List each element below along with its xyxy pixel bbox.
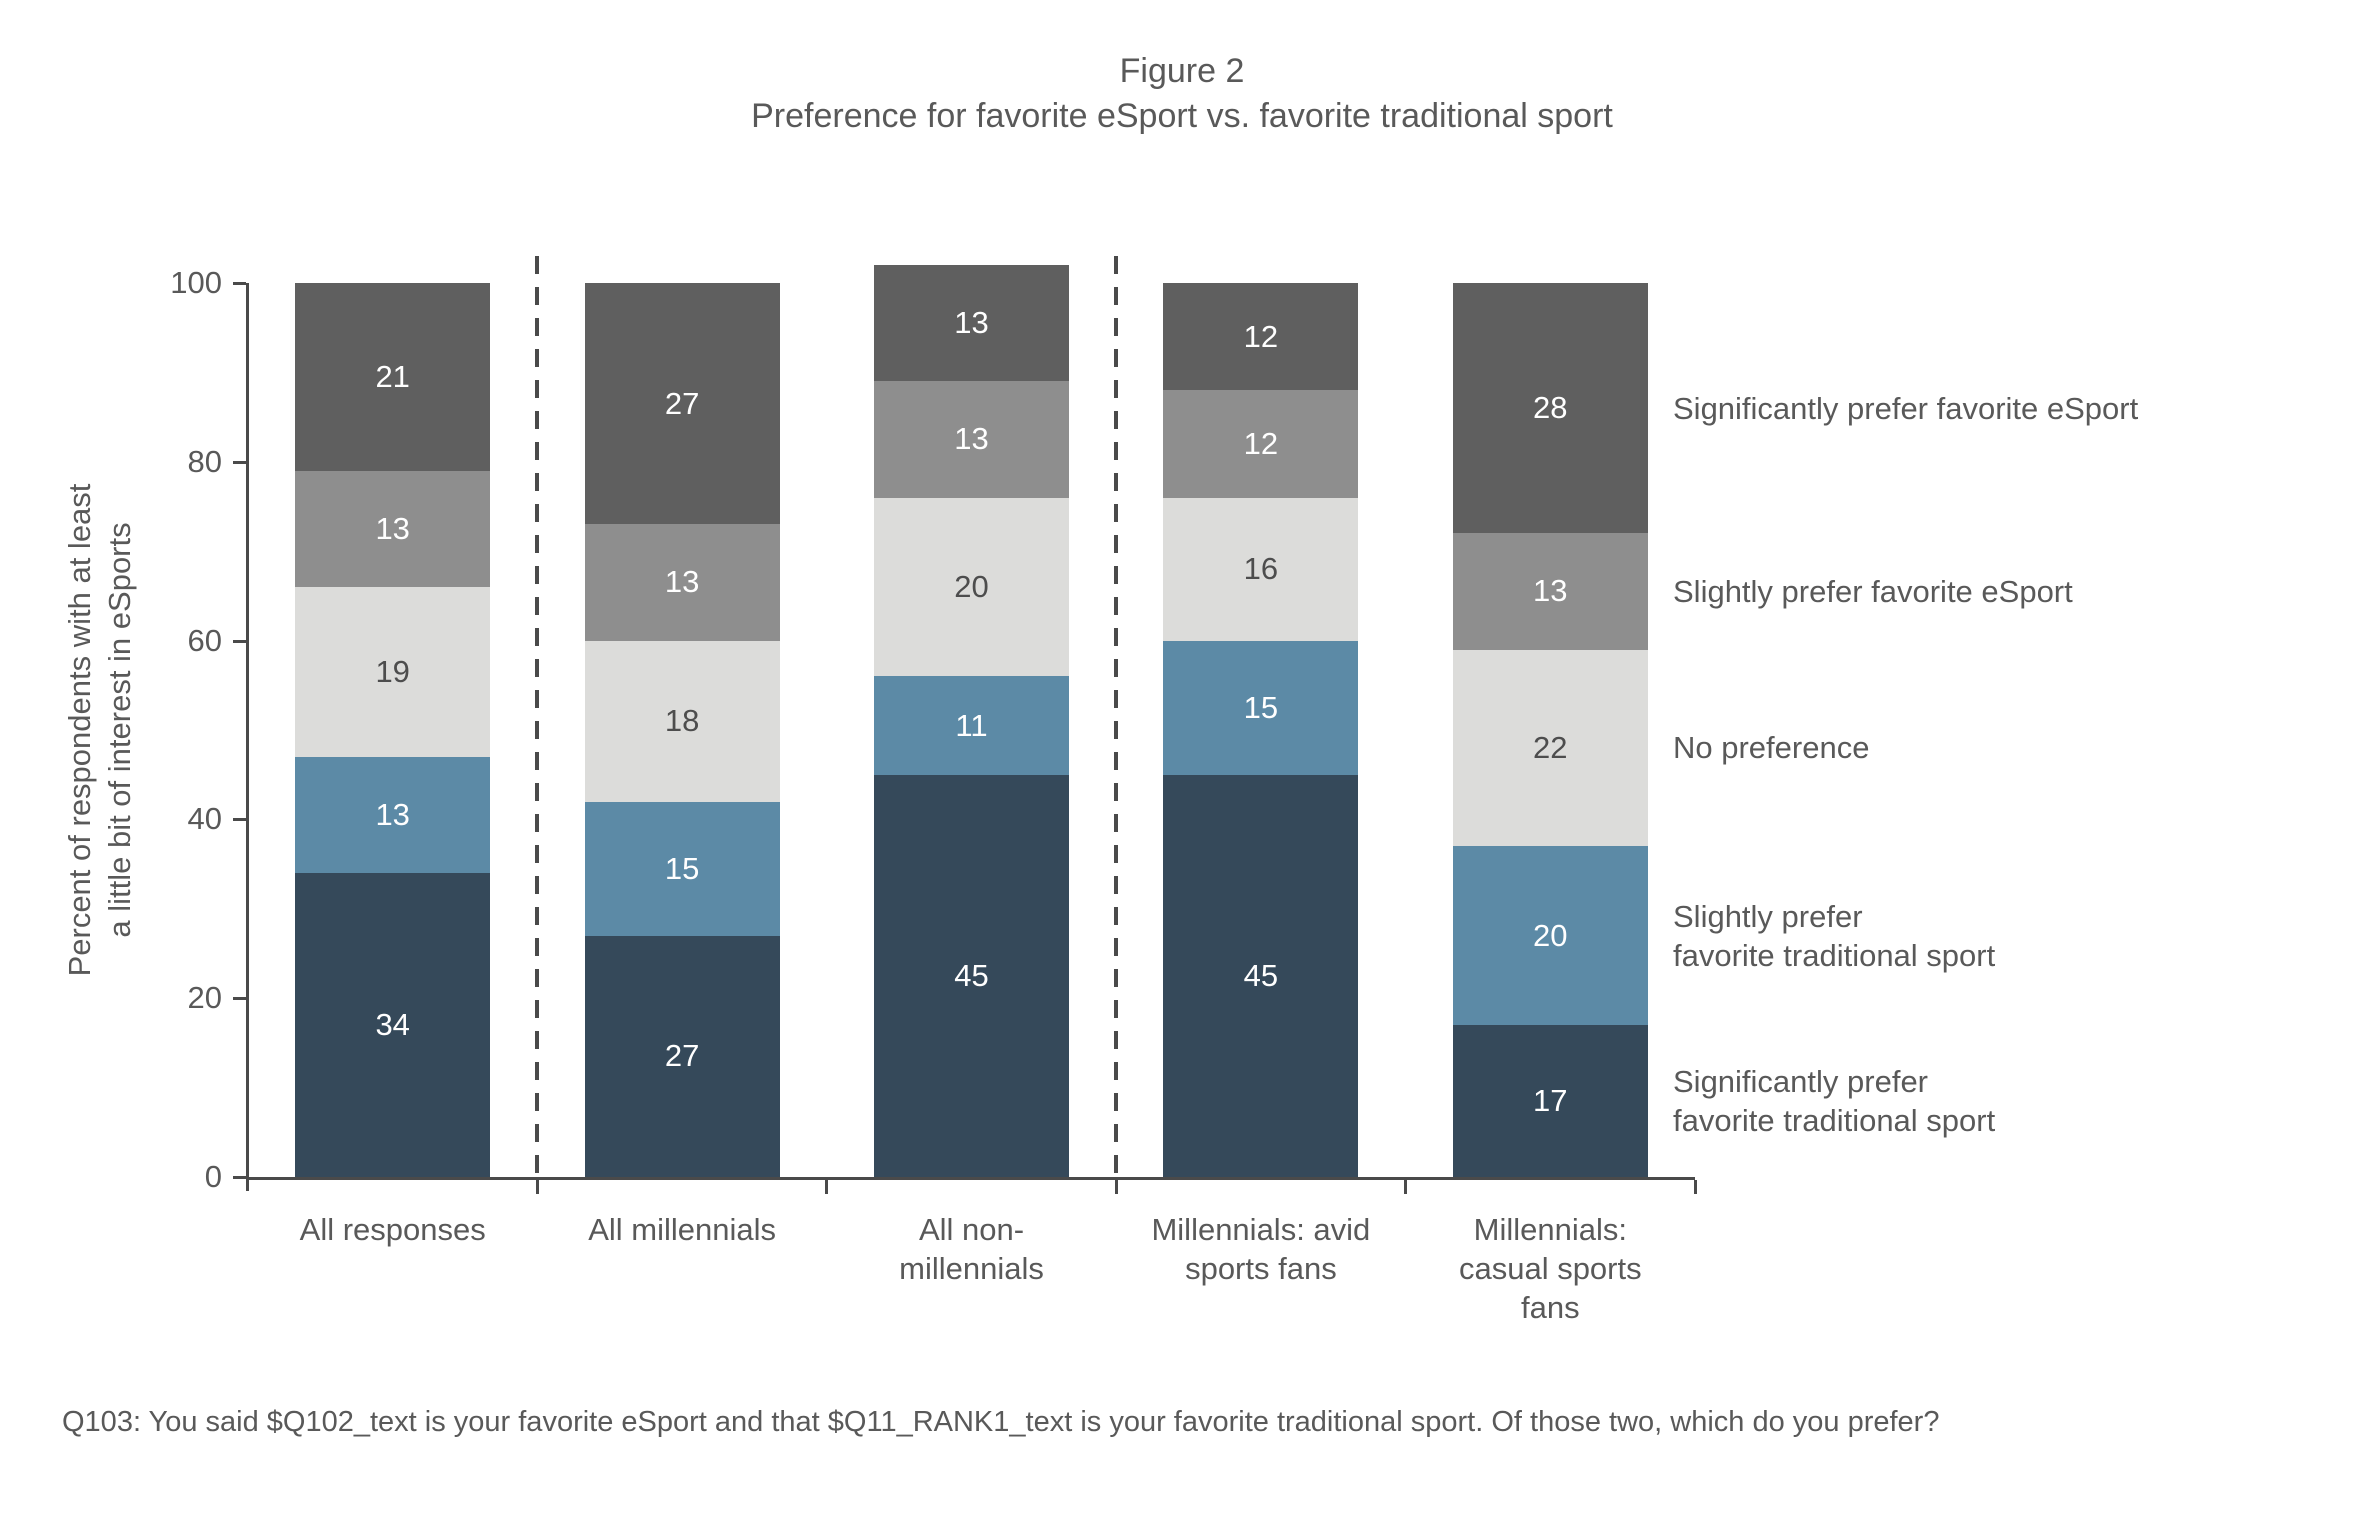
bar-segment	[295, 586, 491, 757]
bar-segment	[1452, 533, 1648, 650]
x-tick	[1114, 1180, 1118, 1194]
bar-segment-label: 27	[664, 385, 700, 421]
bar-segment	[1163, 390, 1359, 498]
bar-segment-label: 34	[375, 1007, 410, 1043]
y-tick	[233, 818, 246, 822]
x-tick	[1404, 1180, 1408, 1194]
bar-segment-label: 13	[375, 510, 410, 546]
bar-segment	[584, 801, 780, 936]
x-tick	[535, 1180, 539, 1194]
bar-segment-label: 13	[664, 564, 700, 600]
bar-segment	[874, 774, 1069, 1177]
figure-title: Figure 2	[1119, 52, 1245, 90]
bar-segment	[1452, 649, 1648, 847]
x-tick	[825, 1180, 829, 1194]
bar-segment	[1452, 846, 1648, 1026]
bar-segment-label: 12	[1243, 318, 1279, 354]
bar-segment	[295, 756, 491, 874]
bar-segment-label: 15	[1243, 689, 1279, 725]
bar-segment-label: 17	[1533, 1083, 1568, 1118]
bar-segment	[874, 265, 1069, 382]
footnote: Q103: You said $Q102_text is your favori…	[62, 1406, 1940, 1438]
bar-segment	[1452, 283, 1648, 534]
bar-segment	[584, 283, 780, 525]
bar-segment-label: 15	[664, 850, 700, 886]
bar-segment-label: 21	[375, 358, 410, 394]
y-tick-label: 80	[187, 443, 222, 479]
y-tick-label: 40	[187, 801, 222, 837]
bar-segment-label: 20	[954, 568, 989, 604]
category-label: Millennials: avid sports fans	[1151, 1212, 1371, 1286]
legend-label: Significantly prefer favorite eSport	[1673, 390, 2139, 426]
y-tick-label: 100	[170, 265, 222, 300]
bar-segment-label: 13	[954, 421, 989, 457]
bar-segment-label: 45	[1243, 957, 1279, 993]
bar-segment	[584, 935, 780, 1177]
legend-label: Slightly prefer favorite traditional spo…	[1673, 898, 1996, 973]
bar-segment	[874, 381, 1069, 498]
x-tick	[1693, 1180, 1697, 1194]
bar-segment-label: 18	[664, 703, 700, 739]
bar-segment	[295, 283, 491, 471]
bar-segment-label: 22	[1533, 729, 1568, 765]
y-tick	[233, 639, 246, 643]
bar-segment-label: 13	[954, 305, 989, 341]
bar-segment-label: 19	[375, 653, 410, 689]
figure-subtitle: Preference for favorite eSport vs. favor…	[751, 97, 1613, 135]
bar-segment-label: 28	[1533, 390, 1568, 426]
category-label: All responses	[299, 1212, 486, 1247]
bar-segment	[874, 497, 1069, 677]
separator-line	[1114, 256, 1119, 1177]
y-tick	[233, 1176, 246, 1179]
legend-label: Slightly prefer favorite eSport	[1673, 573, 2073, 609]
bar-segment	[1163, 283, 1359, 391]
bar-segment-label: 13	[1533, 573, 1568, 609]
bar-segment-label: 20	[1533, 917, 1568, 953]
separator-line	[535, 256, 540, 1177]
y-tick	[233, 282, 246, 285]
bar-segment-label: 11	[955, 707, 988, 743]
y-tick-label: 60	[187, 622, 222, 658]
legend-label: No preference	[1673, 730, 1870, 766]
y-tick-label: 20	[187, 980, 222, 1016]
legend-label: Significantly prefer favorite traditiona…	[1673, 1064, 1996, 1138]
bar-segment	[584, 640, 780, 802]
bar-segment	[874, 676, 1069, 775]
bar-segment	[1452, 1025, 1648, 1177]
bar-segment-label: 45	[954, 957, 989, 993]
bar-segment-label: 13	[375, 796, 410, 832]
bar-segment	[295, 873, 491, 1177]
y-axis-line	[246, 283, 249, 1191]
y-tick-label: 0	[204, 1159, 222, 1194]
bar-segment-label: 12	[1243, 425, 1279, 461]
bar-segment	[584, 524, 780, 641]
bar-segment-label: 27	[664, 1038, 700, 1074]
bar-segment	[1163, 497, 1359, 641]
category-label: All non- millennials	[899, 1212, 1044, 1286]
y-tick	[233, 997, 246, 1001]
bar-segment	[1163, 640, 1359, 775]
bar-segment	[1163, 774, 1359, 1177]
category-label: All millennials	[588, 1212, 776, 1247]
category-label: Millennials: casual sports fans	[1458, 1212, 1642, 1325]
x-axis-line	[246, 1177, 1695, 1180]
bar-segment-label: 16	[1243, 551, 1279, 587]
y-tick	[233, 460, 246, 464]
bar-segment	[295, 470, 491, 587]
